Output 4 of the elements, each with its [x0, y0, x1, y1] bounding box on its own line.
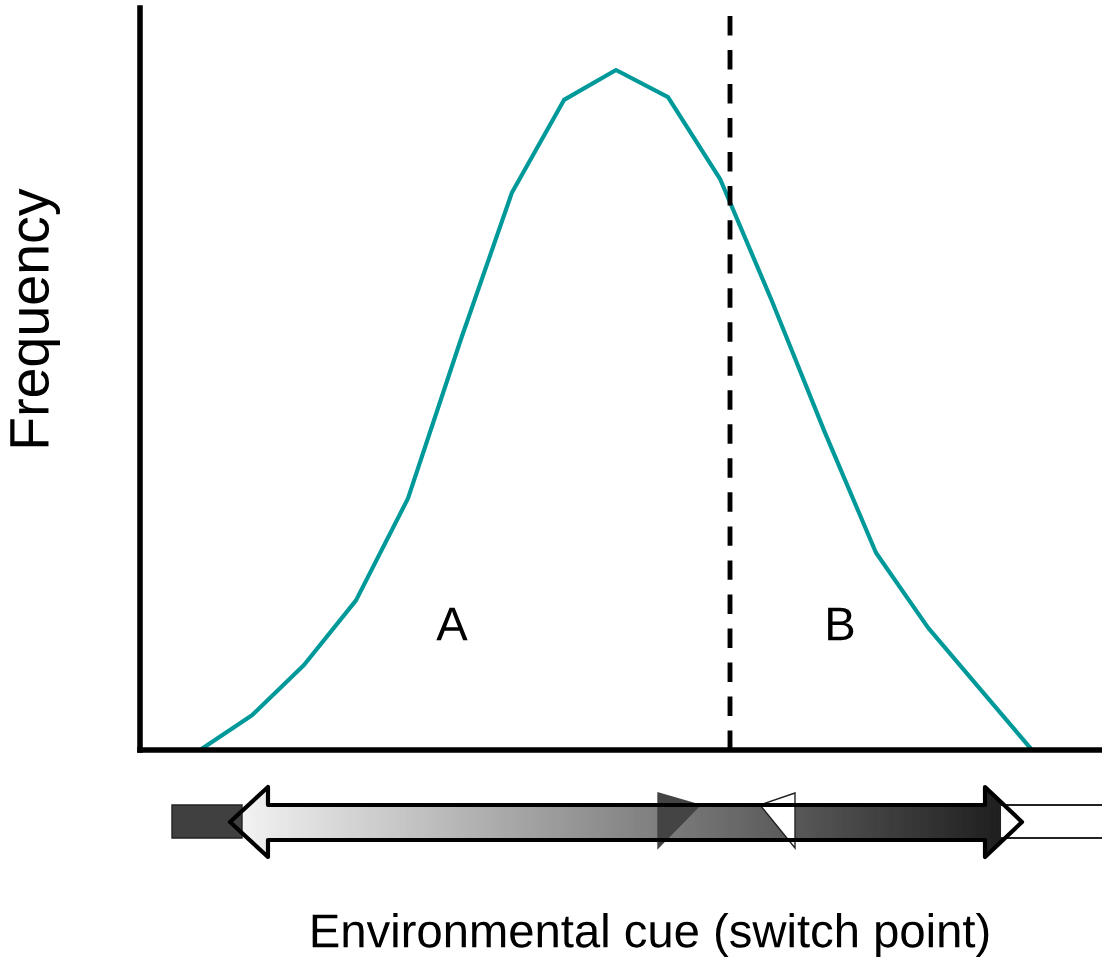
- annotation: B: [828, 607, 854, 641]
- annotation: A: [436, 607, 468, 641]
- x-axis-title: Environmental cue (switch point): [312, 912, 989, 958]
- y-axis-title: Frequency: [10, 188, 60, 447]
